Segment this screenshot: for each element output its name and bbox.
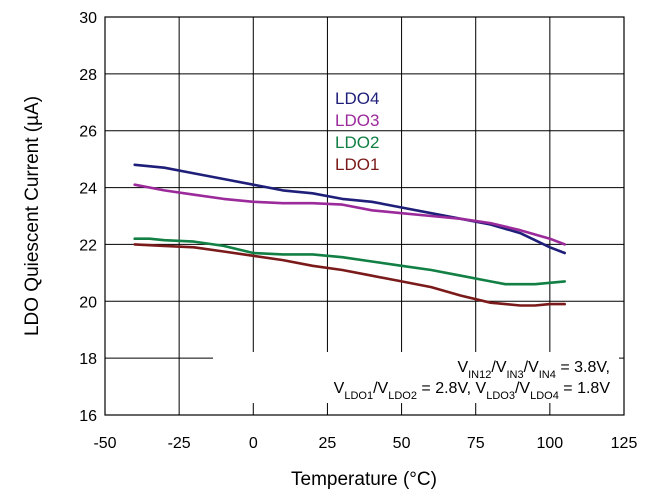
y-tick-label: 18: [79, 351, 97, 368]
x-tick-label: 50: [393, 435, 411, 452]
y-tick-label: 28: [79, 67, 97, 84]
y-tick-label: 30: [79, 10, 97, 27]
y-tick-label: 20: [79, 294, 97, 311]
series-line-ldo4: [133, 163, 567, 255]
y-tick-labels: 16 18 20 22 24 26 28 30: [79, 10, 97, 425]
x-tick-label: 125: [611, 435, 638, 452]
x-tick-label: -25: [168, 435, 191, 452]
legend-label-ldo3: LDO3: [335, 111, 379, 130]
legend-label-ldo2: LDO2: [335, 133, 379, 152]
annotation-line-1: VIN12/VIN3/VIN4 = 3.8V,: [457, 359, 610, 381]
annotation-background: [213, 352, 619, 403]
x-tick-label: 75: [467, 435, 485, 452]
x-tick-label: -50: [93, 435, 116, 452]
x-tick-label: 100: [537, 435, 564, 452]
series-line-ldo2: [133, 237, 567, 286]
x-tick-label: 0: [249, 435, 258, 452]
x-axis-title: Temperature (°C): [291, 469, 437, 490]
grid: [105, 17, 624, 415]
legend: LDO4 LDO3 LDO2 LDO1: [335, 89, 379, 174]
y-tick-label: 24: [79, 181, 97, 198]
series-line-ldo1: [133, 243, 567, 307]
x-tick-labels: -50 -25 0 25 50 75 100 125: [93, 435, 637, 452]
series-line-ldo3: [133, 183, 567, 246]
plot-area: [105, 17, 624, 415]
annotation-line-2: VLDO1/VLDO2 = 2.8V, VLDO3/VLDO4 = 1.8V: [334, 380, 611, 402]
legend-label-ldo4: LDO4: [335, 89, 379, 108]
plot-frame: [104, 16, 625, 416]
series-layer: [133, 163, 567, 307]
y-tick-label: 16: [79, 408, 97, 425]
y-tick-label: 22: [79, 237, 97, 254]
legend-label-ldo1: LDO1: [335, 155, 379, 174]
y-tick-label: 26: [79, 124, 97, 141]
y-axis-title: LDO Quiescent Current (µA): [22, 96, 43, 336]
x-tick-label: 25: [319, 435, 337, 452]
